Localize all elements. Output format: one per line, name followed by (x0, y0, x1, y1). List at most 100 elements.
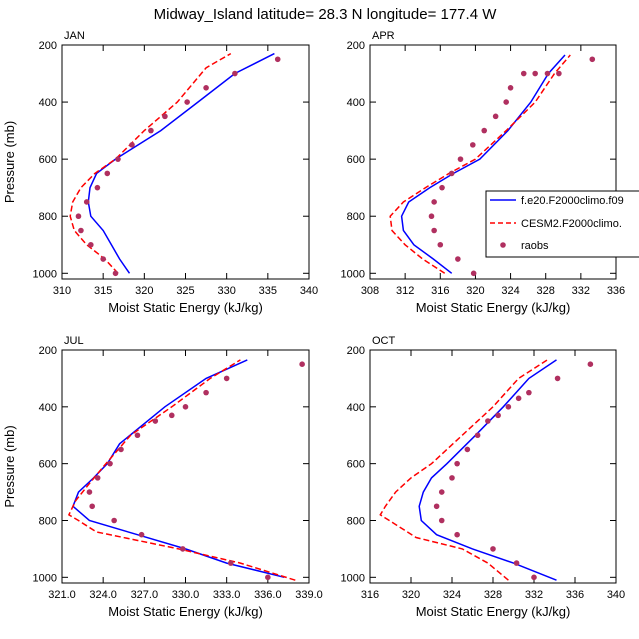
obs-point (118, 446, 124, 453)
obs-point (89, 503, 95, 510)
series-line-cesm2 (69, 52, 232, 274)
obs-point (203, 85, 209, 91)
x-tick-label: 324 (443, 589, 461, 601)
obs-point (111, 517, 117, 524)
obs-point (94, 184, 101, 191)
obs-point (490, 546, 496, 552)
plot-area (69, 52, 281, 277)
x-tick-label: 324 (501, 285, 519, 297)
obs-point (100, 256, 106, 262)
legend-marker-obs (500, 242, 506, 248)
obs-point (589, 56, 596, 63)
obs-point (152, 418, 159, 424)
obs-point (138, 531, 145, 538)
obs-point (587, 361, 594, 368)
series-line-f-e20 (87, 52, 275, 274)
x-tick-label: 332 (525, 589, 543, 601)
obs-point (544, 70, 551, 77)
x-tick-label: 340 (607, 589, 625, 601)
panel-oct: 316 320 324 328 332 336 340 200 400 600 800 1000 OCT… (341, 335, 626, 619)
y-tick-label: 600 (347, 154, 365, 166)
obs-point (184, 99, 190, 105)
y-tick-label: 600 (39, 459, 57, 471)
panel-label: APR (372, 30, 395, 42)
x-tick-label: 340 (300, 285, 318, 297)
obs-point (129, 142, 135, 148)
obs-point (439, 184, 445, 191)
x-tick-label: 315 (94, 285, 112, 297)
y-tick-label: 1000 (33, 572, 57, 584)
obs-point (438, 517, 445, 524)
obs-point (274, 56, 281, 63)
y-tick-label: 800 (39, 211, 57, 223)
obs-point (88, 241, 94, 248)
obs-point (265, 574, 271, 581)
y-tick-label: 1000 (341, 572, 365, 584)
obs-point (227, 560, 234, 566)
legend-box (485, 190, 639, 258)
x-tick-label: 320 (135, 285, 153, 297)
obs-point (520, 70, 527, 77)
series-line-f-e20 (400, 54, 566, 274)
obs-point (505, 404, 512, 410)
obs-point (148, 127, 154, 134)
x-axis-label: Moist Static Energy (kJ/kg) (416, 300, 571, 315)
obs-point (556, 70, 562, 77)
x-tick-label: 333.0 (213, 589, 241, 601)
x-axis-label: Moist Static Energy (kJ/kg) (108, 300, 263, 315)
obs-point (513, 560, 520, 566)
obs-point (104, 170, 111, 177)
x-axis-label: Moist Static Energy (kJ/kg) (416, 604, 571, 619)
y-tick-label: 200 (347, 40, 365, 52)
x-tick-label: 324.0 (89, 589, 117, 601)
y-tick-label: 800 (347, 211, 365, 223)
obs-point (554, 375, 561, 382)
obs-point (454, 531, 460, 538)
series-line-cesm2 (379, 359, 548, 581)
x-tick-label: 308 (361, 285, 379, 297)
x-tick-label: 327.0 (131, 589, 159, 601)
obs-point (454, 460, 460, 467)
panel-jul: 321.0 324.0 327.0 330.0 333.0 336.0 339.0 200 40… (2, 335, 323, 619)
obs-point (223, 375, 230, 382)
obs-point (532, 70, 538, 77)
obs-point (437, 241, 444, 248)
x-tick-label: 316 (361, 589, 379, 601)
plot-frame (61, 349, 310, 584)
obs-point (507, 85, 514, 91)
obs-point (75, 213, 82, 220)
obs-point (469, 142, 476, 148)
obs-point (503, 99, 509, 105)
x-tick-label: 339.0 (295, 589, 323, 601)
obs-point (168, 412, 175, 419)
legend: f.e20.F2000climo.f09 CESM2.F2000climo. r… (485, 190, 639, 258)
x-tick-label: 325 (176, 285, 194, 297)
plot-frame (369, 349, 617, 584)
x-tick-label: 330.0 (172, 589, 200, 601)
plot-frame (61, 44, 310, 280)
legend-label-model2: CESM2.F2000climo. (521, 218, 622, 230)
y-tick-label: 800 (39, 515, 57, 527)
panel-label: OCT (372, 335, 396, 347)
series-line-f-e20 (418, 359, 557, 581)
plot-area (389, 54, 596, 277)
x-tick-label: 336 (607, 285, 625, 297)
panel-label: JAN (64, 30, 85, 42)
y-tick-label: 400 (39, 402, 57, 414)
x-tick-label: 336 (566, 589, 584, 601)
obs-point (431, 199, 437, 205)
x-tick-label: 328 (537, 285, 555, 297)
x-tick-label: 332 (572, 285, 590, 297)
x-tick-label: 336.0 (254, 589, 282, 601)
obs-point (438, 489, 445, 495)
obs-point (232, 70, 238, 77)
obs-point (431, 227, 437, 234)
panels-group: 310 315 320 325 330 335 340 200 400 600 800 1000 JAN… (2, 30, 625, 619)
x-tick-label: 335 (259, 285, 277, 297)
legend-label-model1: f.e20.F2000climo.f09 (521, 195, 624, 207)
y-axis-label: Pressure (mb) (2, 425, 17, 507)
panel-apr: 308 312 316 320 324 328 332 336 200 400 600 800 1000… (341, 30, 626, 315)
obs-point (433, 503, 440, 510)
panel-label: JUL (64, 335, 84, 347)
